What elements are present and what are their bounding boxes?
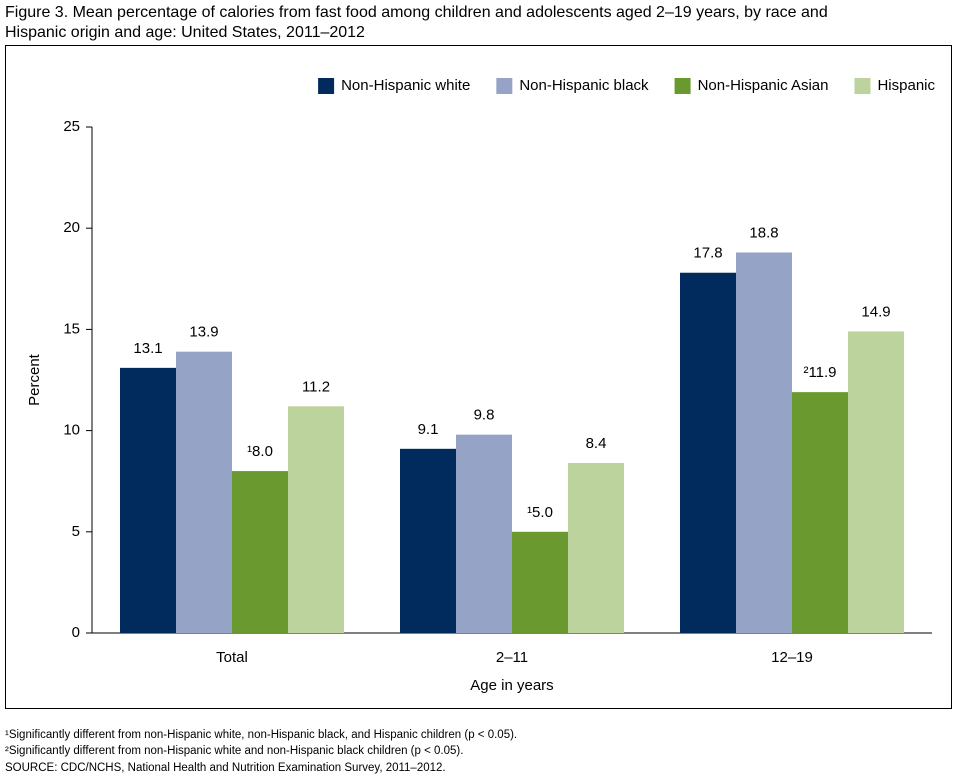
value-label: ¹5.0	[527, 504, 553, 521]
value-label: 13.1	[133, 340, 162, 357]
bar	[848, 331, 904, 633]
footnote: ¹Significantly different from non-Hispan…	[5, 729, 517, 741]
bar	[288, 406, 344, 633]
y-axis-label: Percent	[26, 353, 43, 406]
value-label: 8.4	[586, 435, 607, 452]
value-label: 18.8	[749, 224, 778, 241]
bar	[680, 272, 736, 633]
legend-swatch	[318, 78, 335, 94]
x-tick-label: 12–19	[771, 649, 813, 666]
x-tick-label: 2–11	[496, 649, 528, 666]
footnote: ²Significantly different from non-Hispan…	[5, 745, 463, 757]
bar	[176, 351, 232, 633]
chart-title: Figure 3. Mean percentage of calories fr…	[5, 4, 828, 21]
value-label: 14.9	[861, 303, 890, 320]
bar	[400, 448, 456, 633]
bar	[456, 434, 512, 633]
bar	[232, 471, 288, 633]
y-tick-label: 0	[72, 624, 80, 641]
value-label: ²11.9	[803, 364, 836, 381]
legend-label: Non-Hispanic white	[341, 77, 470, 94]
value-label: ¹8.0	[247, 443, 273, 460]
value-label: 9.8	[474, 407, 495, 424]
bar	[512, 531, 568, 633]
legend-label: Non-Hispanic Asian	[698, 77, 829, 94]
frame	[5, 45, 952, 709]
value-label: 17.8	[693, 245, 722, 262]
value-label: 13.9	[189, 324, 218, 341]
legend-label: Non-Hispanic black	[519, 77, 649, 94]
value-label: 9.1	[418, 421, 439, 438]
chart-subtitle: Hispanic origin and age: United States, …	[5, 24, 365, 41]
legend-label: Hispanic	[877, 77, 935, 94]
bar	[736, 252, 792, 633]
legend-swatch	[854, 78, 871, 94]
y-tick-label: 10	[63, 422, 80, 439]
y-tick-label: 15	[63, 320, 80, 337]
value-label: 11.2	[302, 378, 330, 395]
source-note: SOURCE: CDC/NCHS, National Health and Nu…	[5, 762, 446, 774]
y-tick-label: 5	[72, 523, 80, 540]
bar	[792, 392, 848, 633]
legend-swatch	[674, 78, 691, 94]
y-tick-label: 25	[63, 118, 80, 135]
bar	[120, 367, 176, 633]
y-tick-label: 20	[63, 219, 80, 236]
x-tick-label: Total	[216, 649, 248, 666]
x-axis-label: Age in years	[470, 677, 553, 694]
legend-swatch	[496, 78, 513, 94]
bar	[568, 462, 624, 633]
